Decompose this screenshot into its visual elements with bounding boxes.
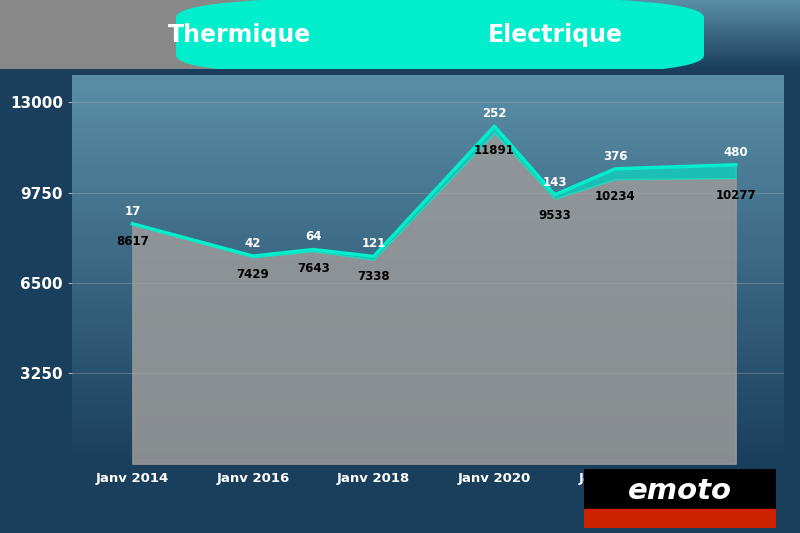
Text: 10234: 10234: [594, 190, 635, 203]
Text: 121: 121: [362, 237, 386, 251]
Text: 42: 42: [245, 237, 262, 250]
Text: 143: 143: [542, 176, 567, 189]
Text: 8617: 8617: [116, 235, 149, 248]
Text: 252: 252: [482, 107, 506, 120]
Text: 7338: 7338: [358, 270, 390, 284]
FancyBboxPatch shape: [0, 0, 384, 76]
Bar: [584, 509, 776, 528]
Text: 11891: 11891: [474, 144, 515, 157]
Text: 64: 64: [305, 230, 322, 244]
Text: 480: 480: [723, 146, 748, 159]
Text: 10277: 10277: [715, 189, 756, 201]
Text: 9533: 9533: [538, 209, 571, 222]
Text: 7643: 7643: [297, 262, 330, 275]
FancyBboxPatch shape: [176, 0, 704, 76]
Text: 17: 17: [124, 205, 141, 217]
Text: Electrique: Electrique: [488, 22, 623, 47]
Text: emoto: emoto: [628, 478, 732, 505]
Text: 7429: 7429: [237, 268, 270, 281]
Text: 376: 376: [603, 150, 627, 163]
Text: Thermique: Thermique: [168, 22, 311, 47]
